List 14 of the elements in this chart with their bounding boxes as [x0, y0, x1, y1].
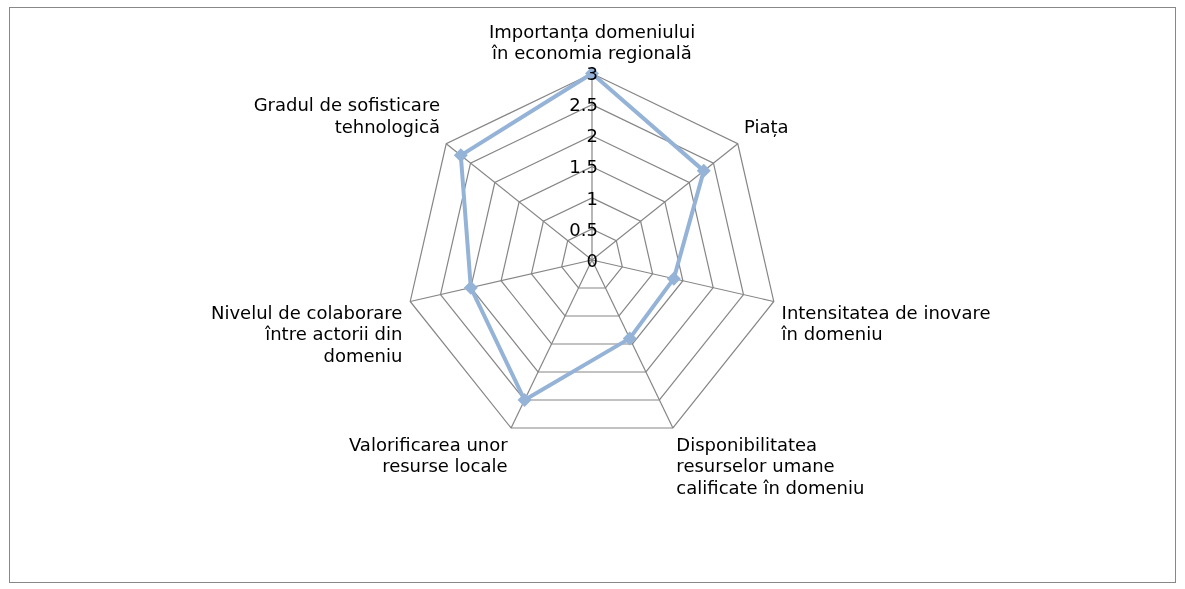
- spoke-label: Piața: [744, 115, 789, 137]
- spoke-label: Valorificarea unor resurse locale: [348, 433, 509, 477]
- y-tick-label: 0.5: [569, 218, 598, 240]
- y-tick-label: 2.5: [569, 94, 598, 116]
- y-tick-label: 2: [586, 125, 598, 147]
- spoke-label: Intensitatea de inovare în domeniu: [780, 301, 991, 345]
- spoke-label: Gradul de sofisticare tehnologică: [253, 94, 440, 137]
- y-tick-label: 1.5: [569, 156, 598, 178]
- y-tick-label: 1: [586, 187, 598, 209]
- y-tick-label: 0: [586, 249, 598, 271]
- spoke-label: Importanța domeniului în economia regională: [488, 20, 696, 64]
- spoke-label: Nivelul de colaborare între actorii din domeniu: [210, 301, 403, 366]
- spoke-label: Disponibilitatea resurselor umane calificate în domeniu: [676, 433, 865, 498]
- y-tick-label: 3: [586, 63, 598, 85]
